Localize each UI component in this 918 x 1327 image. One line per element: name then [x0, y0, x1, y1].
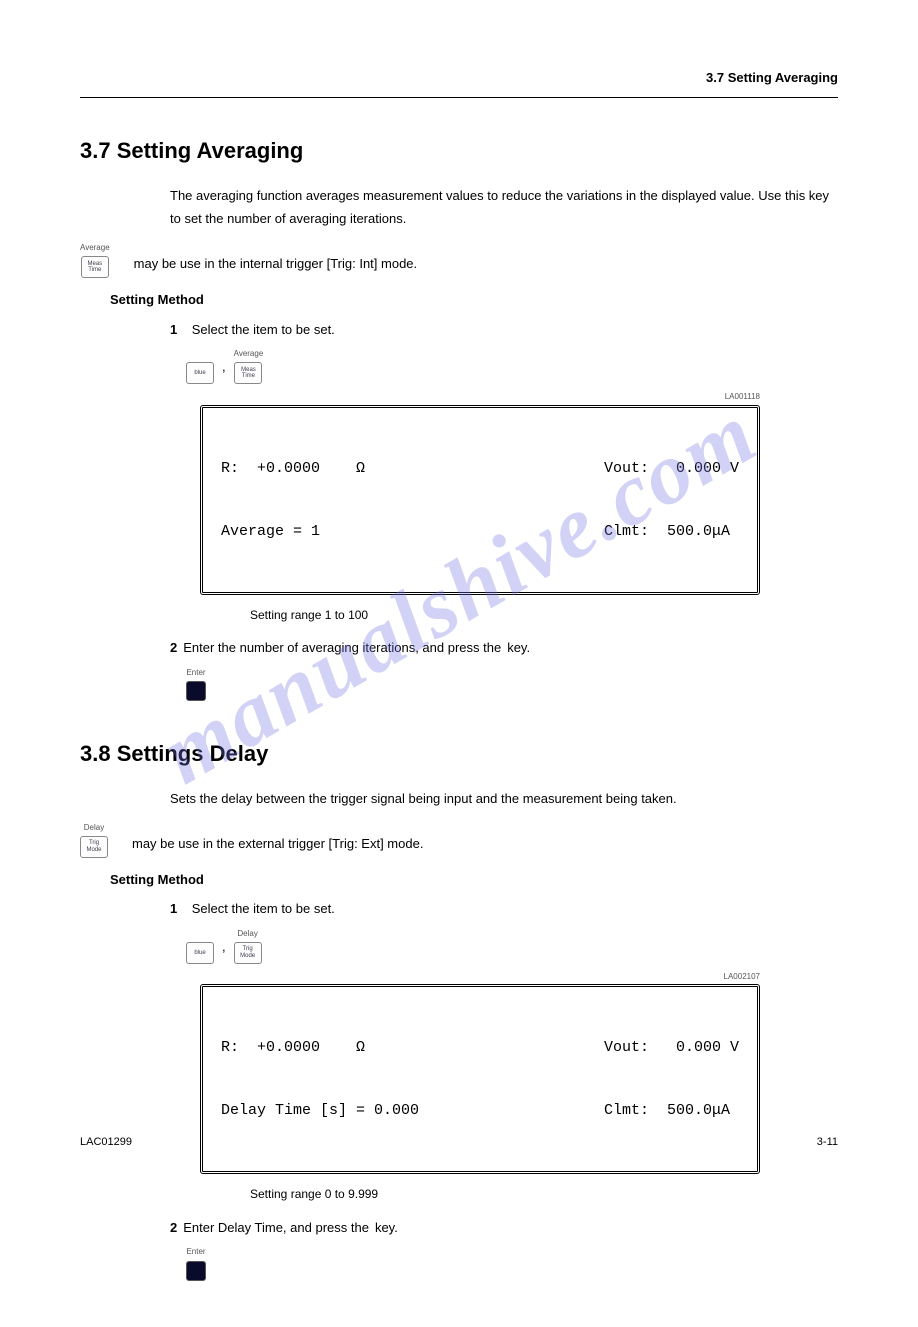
key-text: Meas	[241, 367, 256, 374]
enter-label: Enter	[186, 666, 205, 680]
step2-num-38: 2	[170, 1216, 177, 1239]
lcd-id-38: LA002107	[200, 970, 760, 984]
section-body-38: Sets the delay between the trigger signa…	[170, 787, 838, 1281]
key-text: Time	[88, 267, 101, 274]
enter-key-col: Enter	[186, 666, 206, 701]
footer-right: 3-11	[817, 1136, 838, 1148]
header-section-ref: 3.7 Setting Averaging	[706, 70, 838, 85]
delay-label: Delay	[237, 927, 257, 941]
blue-key-icon: blue	[186, 362, 214, 384]
mode-icon-row-38: Delay Trig Mode may be use in the extern…	[80, 821, 838, 858]
enter-key-icon	[186, 681, 206, 701]
avg-label: Average	[80, 241, 110, 255]
key-text: Trig	[89, 840, 99, 847]
lcd-panel-37: R: +0.0000 Ω Average = 1 Vout: 0.000 V C…	[200, 405, 760, 595]
section-body-37: The averaging function averages measurem…	[170, 184, 838, 701]
page-content: 3.7 Setting Averaging 3.7 Setting Averag…	[0, 0, 918, 1327]
blue-key-col: blue	[186, 347, 214, 384]
enter-key-icon-38	[186, 1261, 206, 1281]
lcd-left2-38: Delay Time [s] = 0.000	[221, 1100, 419, 1121]
lcd-right2-38: Clmt: 500.0μA	[604, 1100, 739, 1121]
setting-method-label-37: Setting Method	[110, 288, 838, 311]
setting-method-label-38: Setting Method	[110, 868, 838, 891]
lcd-right1: Vout: 0.000 V	[604, 458, 739, 479]
step2-num-37: 2	[170, 636, 177, 659]
section-title-37: 3.7 Setting Averaging	[80, 138, 838, 164]
lcd-id-37: LA001118	[200, 390, 760, 404]
key-text: Time	[242, 373, 255, 380]
meas-time-key-icon: Meas Time	[234, 362, 262, 384]
avg-key-col: Average Meas Time	[234, 347, 264, 384]
step2-text-37: Enter the number of averaging iterations…	[183, 636, 501, 659]
key-text: blue	[194, 950, 205, 957]
mode-line-38: may be use in the external trigger [Trig…	[132, 832, 423, 858]
blue-key-col: blue	[186, 927, 214, 964]
blue-key-icon: blue	[186, 942, 214, 964]
delay-key-icon-col: Delay Trig Mode	[80, 821, 108, 858]
meas-time-key-icon: Meas Time	[81, 256, 109, 278]
key-text: Mode	[240, 953, 255, 960]
key-text: Meas	[87, 261, 102, 268]
delay-label: Delay	[84, 821, 104, 835]
delay-key-col: Delay Trig Mode	[234, 927, 262, 964]
trig-mode-key-icon-2: Trig Mode	[234, 942, 262, 964]
step1-icons-37: blue , Average Meas Time	[186, 347, 838, 384]
lcd-left2: Average = 1	[221, 521, 365, 542]
enter-key-col-38: Enter	[186, 1245, 206, 1280]
range-37: Setting range 1 to 100	[250, 605, 838, 627]
lcd-left1: R: +0.0000 Ω	[221, 458, 365, 479]
avg-label: Average	[234, 347, 264, 361]
key-text: Trig	[243, 946, 253, 953]
lcd-right2: Clmt: 500.0μA	[604, 521, 739, 542]
header-rule: 3.7 Setting Averaging	[80, 60, 838, 98]
intro-38: Sets the delay between the trigger signa…	[170, 787, 838, 810]
step2-after-37: key.	[507, 636, 530, 659]
lcd-left1-38: R: +0.0000 Ω	[221, 1037, 419, 1058]
mode-icon-row-37: Average Meas Time may be use in the inte…	[80, 241, 838, 278]
step1-icons-38: blue , Delay Trig Mode	[186, 927, 838, 964]
footer-left: LAC01299	[80, 1136, 132, 1148]
avg-key-icon: Average Meas Time	[80, 241, 110, 278]
step1-num-38: 1	[170, 901, 177, 916]
enter-label-38: Enter	[186, 1245, 205, 1259]
key-text: blue	[194, 370, 205, 377]
trig-mode-key-icon: Trig Mode	[80, 836, 108, 858]
mode-line-37: may be use in the internal trigger [Trig…	[134, 252, 418, 278]
key-text: Mode	[86, 847, 101, 854]
step1-num-37: 1	[170, 322, 177, 337]
page-footer: LAC01299 3-11	[80, 1136, 838, 1148]
section-title-38: 3.8 Settings Delay	[80, 741, 838, 767]
lcd-right1-38: Vout: 0.000 V	[604, 1037, 739, 1058]
step1-text-37: Select the item to be set.	[192, 322, 335, 337]
step1-text-38: Select the item to be set.	[192, 901, 335, 916]
intro-37: The averaging function averages measurem…	[170, 184, 838, 231]
step2-after-38: key.	[375, 1216, 398, 1239]
step2-text-38: Enter Delay Time, and press the	[183, 1216, 369, 1239]
